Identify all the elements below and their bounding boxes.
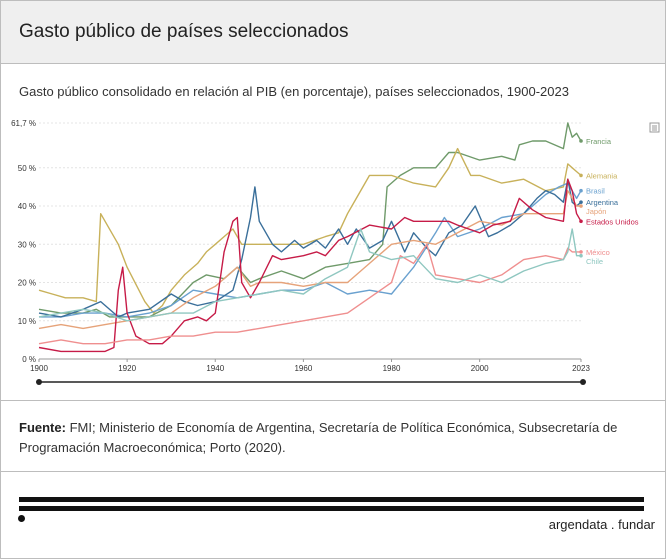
chart-title: Gasto público de países seleccionados <box>19 21 349 42</box>
logo-bar-bottom <box>19 506 644 511</box>
line-chart: 0 % 10 % 20 % 30 % 40 % 50 % 61,7 % 1900 1920 194… <box>11 119 660 385</box>
series-end-point <box>579 200 583 204</box>
series-end-point <box>579 173 583 178</box>
x-tick-label: 2000 <box>471 364 489 373</box>
y-tick-label: 40 % <box>18 202 36 211</box>
series-line-chile <box>38 228 581 322</box>
source-text: FMI; Ministerio de Economía de Argentina… <box>19 420 618 455</box>
brand-name: argendata . fundar <box>548 517 655 532</box>
x-tick-label: 1920 <box>118 364 136 373</box>
x-tick-label: 1940 <box>206 364 224 373</box>
series-label: Japón <box>586 207 606 216</box>
series-line-estados-unidos <box>38 178 582 353</box>
series-line-argentina <box>38 178 582 318</box>
x-tick-label: 1960 <box>294 364 312 373</box>
series-label: Brasil <box>586 187 605 196</box>
series-end-point <box>579 253 583 258</box>
range-slider[interactable] <box>36 379 586 385</box>
x-tick-label: 1980 <box>383 364 401 373</box>
y-tick-label: 10 % <box>18 317 36 326</box>
series-line-méxico <box>38 243 581 345</box>
y-tick-label: 50 % <box>18 164 36 173</box>
series-label: Alemania <box>586 171 618 180</box>
x-tick-label: 1900 <box>30 364 48 373</box>
range-start-handle[interactable] <box>36 379 42 385</box>
series-end-point <box>579 188 583 193</box>
series-layer <box>38 122 583 353</box>
source-label: Fuente: <box>19 420 66 435</box>
series-line-brasil <box>39 182 582 318</box>
y-tick-label: 30 % <box>18 240 36 249</box>
logo-dot <box>18 515 25 522</box>
series-line-japón <box>38 190 581 330</box>
x-tick-label: 2023 <box>572 364 590 373</box>
grid-layer <box>39 122 581 360</box>
logo-bar-top <box>19 497 644 502</box>
series-end-point <box>579 219 583 224</box>
title-bar: Gasto público de países seleccionados <box>1 1 665 64</box>
divider <box>1 471 665 472</box>
axis-layer: 0 % 10 % 20 % 30 % 40 % 50 % 61,7 % 1900 1920 194… <box>11 119 590 373</box>
y-tick-label: 0 % <box>22 355 36 364</box>
series-end-point <box>579 204 583 208</box>
y-tick-label: 20 % <box>18 279 36 288</box>
range-end-handle[interactable] <box>580 379 586 385</box>
y-tick-label: 61,7 % <box>11 119 36 128</box>
source-note: Fuente: FMI; Ministerio de Economía de A… <box>19 418 649 458</box>
divider <box>1 400 665 401</box>
series-line-alemania <box>38 147 582 314</box>
series-label: Chile <box>586 257 603 266</box>
series-label: Argentina <box>586 198 619 207</box>
chart-subtitle: Gasto público consolidado en relación al… <box>19 84 569 99</box>
legend-labels: Francia Alemania Brasil ArgentinaJapónEstad… <box>586 137 639 266</box>
series-label: Francia <box>586 137 612 146</box>
menu-icon[interactable] <box>649 122 660 133</box>
series-label: México <box>586 248 610 257</box>
series-end-point <box>579 250 583 254</box>
series-end-point <box>579 139 583 143</box>
series-label: Estados Unidos <box>586 217 639 226</box>
